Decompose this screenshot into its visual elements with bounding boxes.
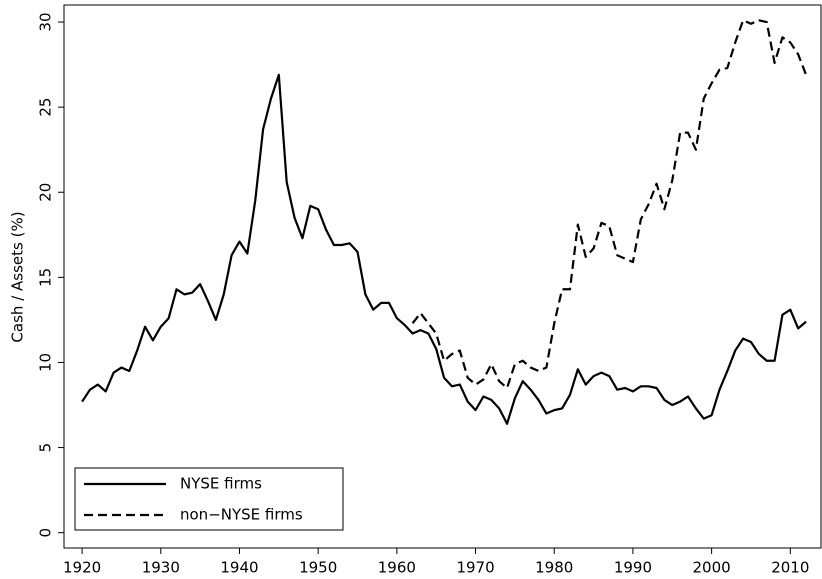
x-tick-label: 1960 bbox=[378, 559, 416, 577]
data-line bbox=[411, 19, 808, 390]
y-tick-label: 25 bbox=[37, 98, 55, 117]
data-line bbox=[81, 73, 807, 425]
y-tick-label: 30 bbox=[37, 12, 55, 31]
x-tick-label: 1950 bbox=[299, 559, 337, 577]
y-tick-label: 10 bbox=[37, 353, 55, 372]
y-axis-label: Cash / Assets (%) bbox=[9, 211, 27, 342]
x-tick-label: 2010 bbox=[771, 559, 809, 577]
x-tick-label: 1940 bbox=[220, 559, 258, 577]
y-tick-label: 15 bbox=[37, 268, 55, 287]
y-tick-label: 20 bbox=[37, 183, 55, 202]
legend-label: NYSE firms bbox=[180, 475, 262, 493]
x-tick-label: 1980 bbox=[535, 559, 573, 577]
x-tick-label: 1990 bbox=[614, 559, 652, 577]
legend-box bbox=[74, 467, 344, 531]
x-tick-label: 2000 bbox=[693, 559, 731, 577]
x-tick-label: 1970 bbox=[456, 559, 494, 577]
x-tick-label: 1920 bbox=[63, 559, 101, 577]
legend-label: non−NYSE firms bbox=[180, 506, 303, 524]
y-tick-label: 0 bbox=[37, 528, 55, 538]
plot-frame bbox=[63, 4, 822, 549]
y-tick-label: 5 bbox=[37, 443, 55, 453]
x-tick-label: 1930 bbox=[142, 559, 180, 577]
